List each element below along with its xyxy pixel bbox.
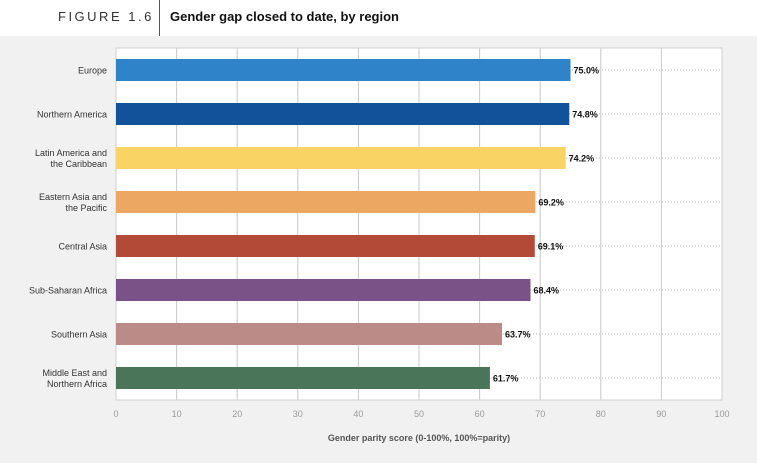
header-divider	[159, 0, 160, 36]
x-tick-labels: 0 10 20 30 40 50 60 70 80 90 100	[113, 409, 729, 419]
x-tick-label: 80	[596, 409, 606, 419]
category-label: Latin America and	[35, 148, 107, 158]
category-label: Northern America	[37, 110, 107, 120]
bar-value-label: 68.4%	[534, 286, 560, 296]
category-label: Northern Africa	[47, 379, 107, 389]
category-label: Europe	[78, 66, 107, 76]
bar	[116, 191, 536, 213]
x-tick-label: 20	[232, 409, 242, 419]
bar-value-label: 61.7%	[493, 374, 519, 384]
bar-value-label: 74.2%	[569, 154, 595, 164]
category-label: Middle East and	[42, 368, 107, 378]
bar-value-label: 69.1%	[538, 242, 564, 252]
bar	[116, 367, 490, 389]
x-tick-label: 0	[113, 409, 118, 419]
category-label: Southern Asia	[51, 330, 107, 340]
bar	[116, 103, 570, 125]
bar-value-label: 74.8%	[572, 110, 598, 120]
x-tick-label: 90	[656, 409, 666, 419]
x-tick-label: 100	[714, 409, 729, 419]
bar-value-label: 75.0%	[574, 66, 600, 76]
x-tick-label: 30	[293, 409, 303, 419]
x-tick-label: 40	[353, 409, 363, 419]
category-label: Eastern Asia and	[39, 192, 107, 202]
category-label: Central Asia	[58, 242, 107, 252]
x-tick-label: 70	[535, 409, 545, 419]
bar	[116, 235, 535, 257]
category-label: Sub-Saharan Africa	[29, 286, 107, 296]
bar	[116, 59, 571, 81]
figure-label: FIGURE 1.6	[58, 9, 154, 24]
category-label: the Caribbean	[50, 159, 107, 169]
x-tick-label: 60	[475, 409, 485, 419]
figure-header: FIGURE 1.6 Gender gap closed to date, by…	[0, 0, 757, 36]
bar-value-label: 63.7%	[505, 330, 531, 340]
bar-value-label: 69.2%	[538, 198, 564, 208]
bar	[116, 279, 531, 301]
figure-title: Gender gap closed to date, by region	[170, 9, 399, 24]
x-tick-label: 10	[172, 409, 182, 419]
bars: 75.0% 74.8% 74.2% 69.2% 69.1% 68.4% 63.7% 61.7%	[116, 59, 599, 389]
bar	[116, 147, 566, 169]
x-tick-label: 50	[414, 409, 424, 419]
category-label: the Pacific	[65, 203, 107, 213]
x-axis-label: Gender parity score (0-100%, 100%=parity…	[328, 433, 510, 443]
bar	[116, 323, 503, 345]
